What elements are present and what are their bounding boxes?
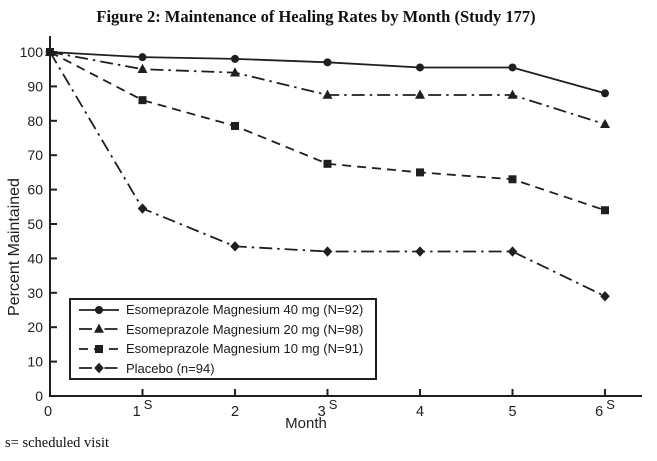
y-tick-label: 60 [27,182,43,198]
legend-item: Esomeprazole Magnesium 40 mg (N=92) [71,300,375,320]
y-tick-label: 0 [35,388,43,404]
legend-line-sample-circle [79,305,119,314]
legend-item: Esomeprazole Magnesium 20 mg (N=98) [71,320,375,340]
square-marker [416,168,424,177]
legend-item: Esomeprazole Magnesium 10 mg (N=91) [71,339,375,359]
triangle-marker [322,89,333,99]
figure-title: Figure 2: Maintenance of Healing Rates b… [96,7,536,26]
triangle-marker [94,323,104,334]
diamond-marker [507,246,518,257]
square-marker [138,96,147,105]
y-tick-label: 100 [20,44,44,60]
diamond-marker [230,241,240,252]
circle-marker [231,54,239,63]
legend-line-sample-triangle [79,323,119,334]
legend-label: Esomeprazole Magnesium 40 mg (N=92) [126,302,364,318]
square-marker [231,121,239,130]
x-tick-label: 5 [508,404,516,420]
y-tick-label: 80 [27,113,43,129]
circle-marker [508,63,517,72]
diamond-marker [45,46,55,58]
x-axis-label: Month [285,415,327,432]
diamond-marker [415,246,425,257]
y-tick-label: 50 [27,216,43,232]
legend-item: Placebo (n=94) [71,359,375,379]
scheduled-visit-superscript: S [144,397,153,412]
legend: Esomeprazole Magnesium 40 mg (N=92) Esome… [69,298,377,380]
x-tick-label: 0 [44,404,52,420]
triangle-marker [600,118,610,129]
footnote-scheduled-visit: s= scheduled visit [5,435,110,451]
circle-marker [95,305,103,314]
legend-label: Esomeprazole Magnesium 20 mg (N=98) [126,321,364,337]
diamond-marker [137,203,148,214]
square-marker [508,175,517,184]
y-tick-label: 10 [27,354,43,370]
scheduled-visit-superscript: S [329,397,338,412]
y-tick-label: 20 [27,319,43,335]
circle-marker [601,89,609,98]
y-tick-label: 90 [27,78,43,94]
legend-line-sample-square [79,344,119,353]
triangle-marker [415,89,425,99]
y-tick-label: 70 [27,147,43,163]
triangle-marker [137,63,148,73]
x-tick-label: 4 [416,404,424,420]
series-line-circle [49,51,606,95]
diamond-marker [94,363,104,374]
series-line-diamond [49,51,606,298]
square-marker [95,344,103,353]
legend-label: Esomeprazole Magnesium 10 mg (N=91) [126,341,364,357]
y-tick-label: 30 [27,285,43,301]
triangle-marker [230,67,240,77]
scheduled-visit-superscript: S [606,397,615,412]
legend-label: Placebo (n=94) [126,360,215,376]
diamond-marker [600,291,610,302]
diamond-marker [322,246,333,257]
square-marker [601,206,609,215]
circle-marker [416,63,424,72]
y-axis-label: Percent Maintained [6,178,23,316]
legend-line-sample-diamond [79,363,119,374]
square-marker [323,159,332,168]
series-line-square [49,51,606,212]
circle-marker [323,58,332,67]
x-tick-label: 2 [231,404,239,420]
circle-marker [138,53,147,62]
y-tick-label: 40 [27,250,43,266]
triangle-marker [507,89,518,99]
